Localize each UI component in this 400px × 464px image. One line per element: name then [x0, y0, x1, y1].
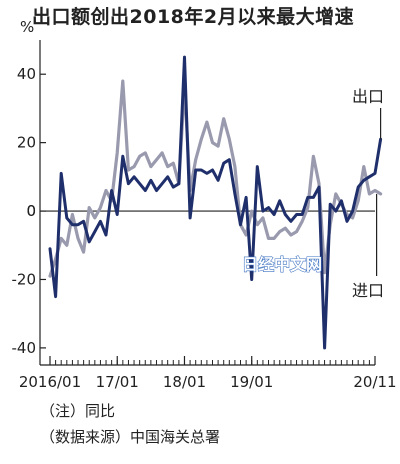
series-layer: [48, 55, 383, 350]
y-tick-label: -20: [12, 270, 37, 288]
y-tick-label: 0: [26, 202, 36, 220]
exports-series-label: 出口: [352, 87, 384, 106]
y-tick-label: 40: [17, 65, 36, 83]
chart-title: 出口额创出2018年2月以来最大增速: [32, 6, 355, 28]
x-tick-label: 2016/01: [19, 373, 81, 391]
x-tick-label: 18/01: [163, 373, 206, 391]
series-line-imports: [48, 79, 383, 278]
y-unit-label: %: [20, 18, 34, 36]
x-tick-label: 19/01: [230, 373, 273, 391]
y-tick-label: -40: [12, 339, 37, 357]
series-line-exports: [48, 55, 383, 350]
x-tick-label: 20/11: [353, 373, 396, 391]
x-tick-label: 17/01: [96, 373, 139, 391]
y-tick-label: 0: [26, 202, 36, 220]
note-yoy: （注）同比: [40, 402, 116, 420]
imports-series-label: 进口: [352, 281, 384, 300]
watermark: 日经中文网: [242, 255, 322, 274]
y-tick-label: 20: [17, 134, 36, 152]
note-source: （数据来源）中国海关总署: [40, 428, 221, 446]
